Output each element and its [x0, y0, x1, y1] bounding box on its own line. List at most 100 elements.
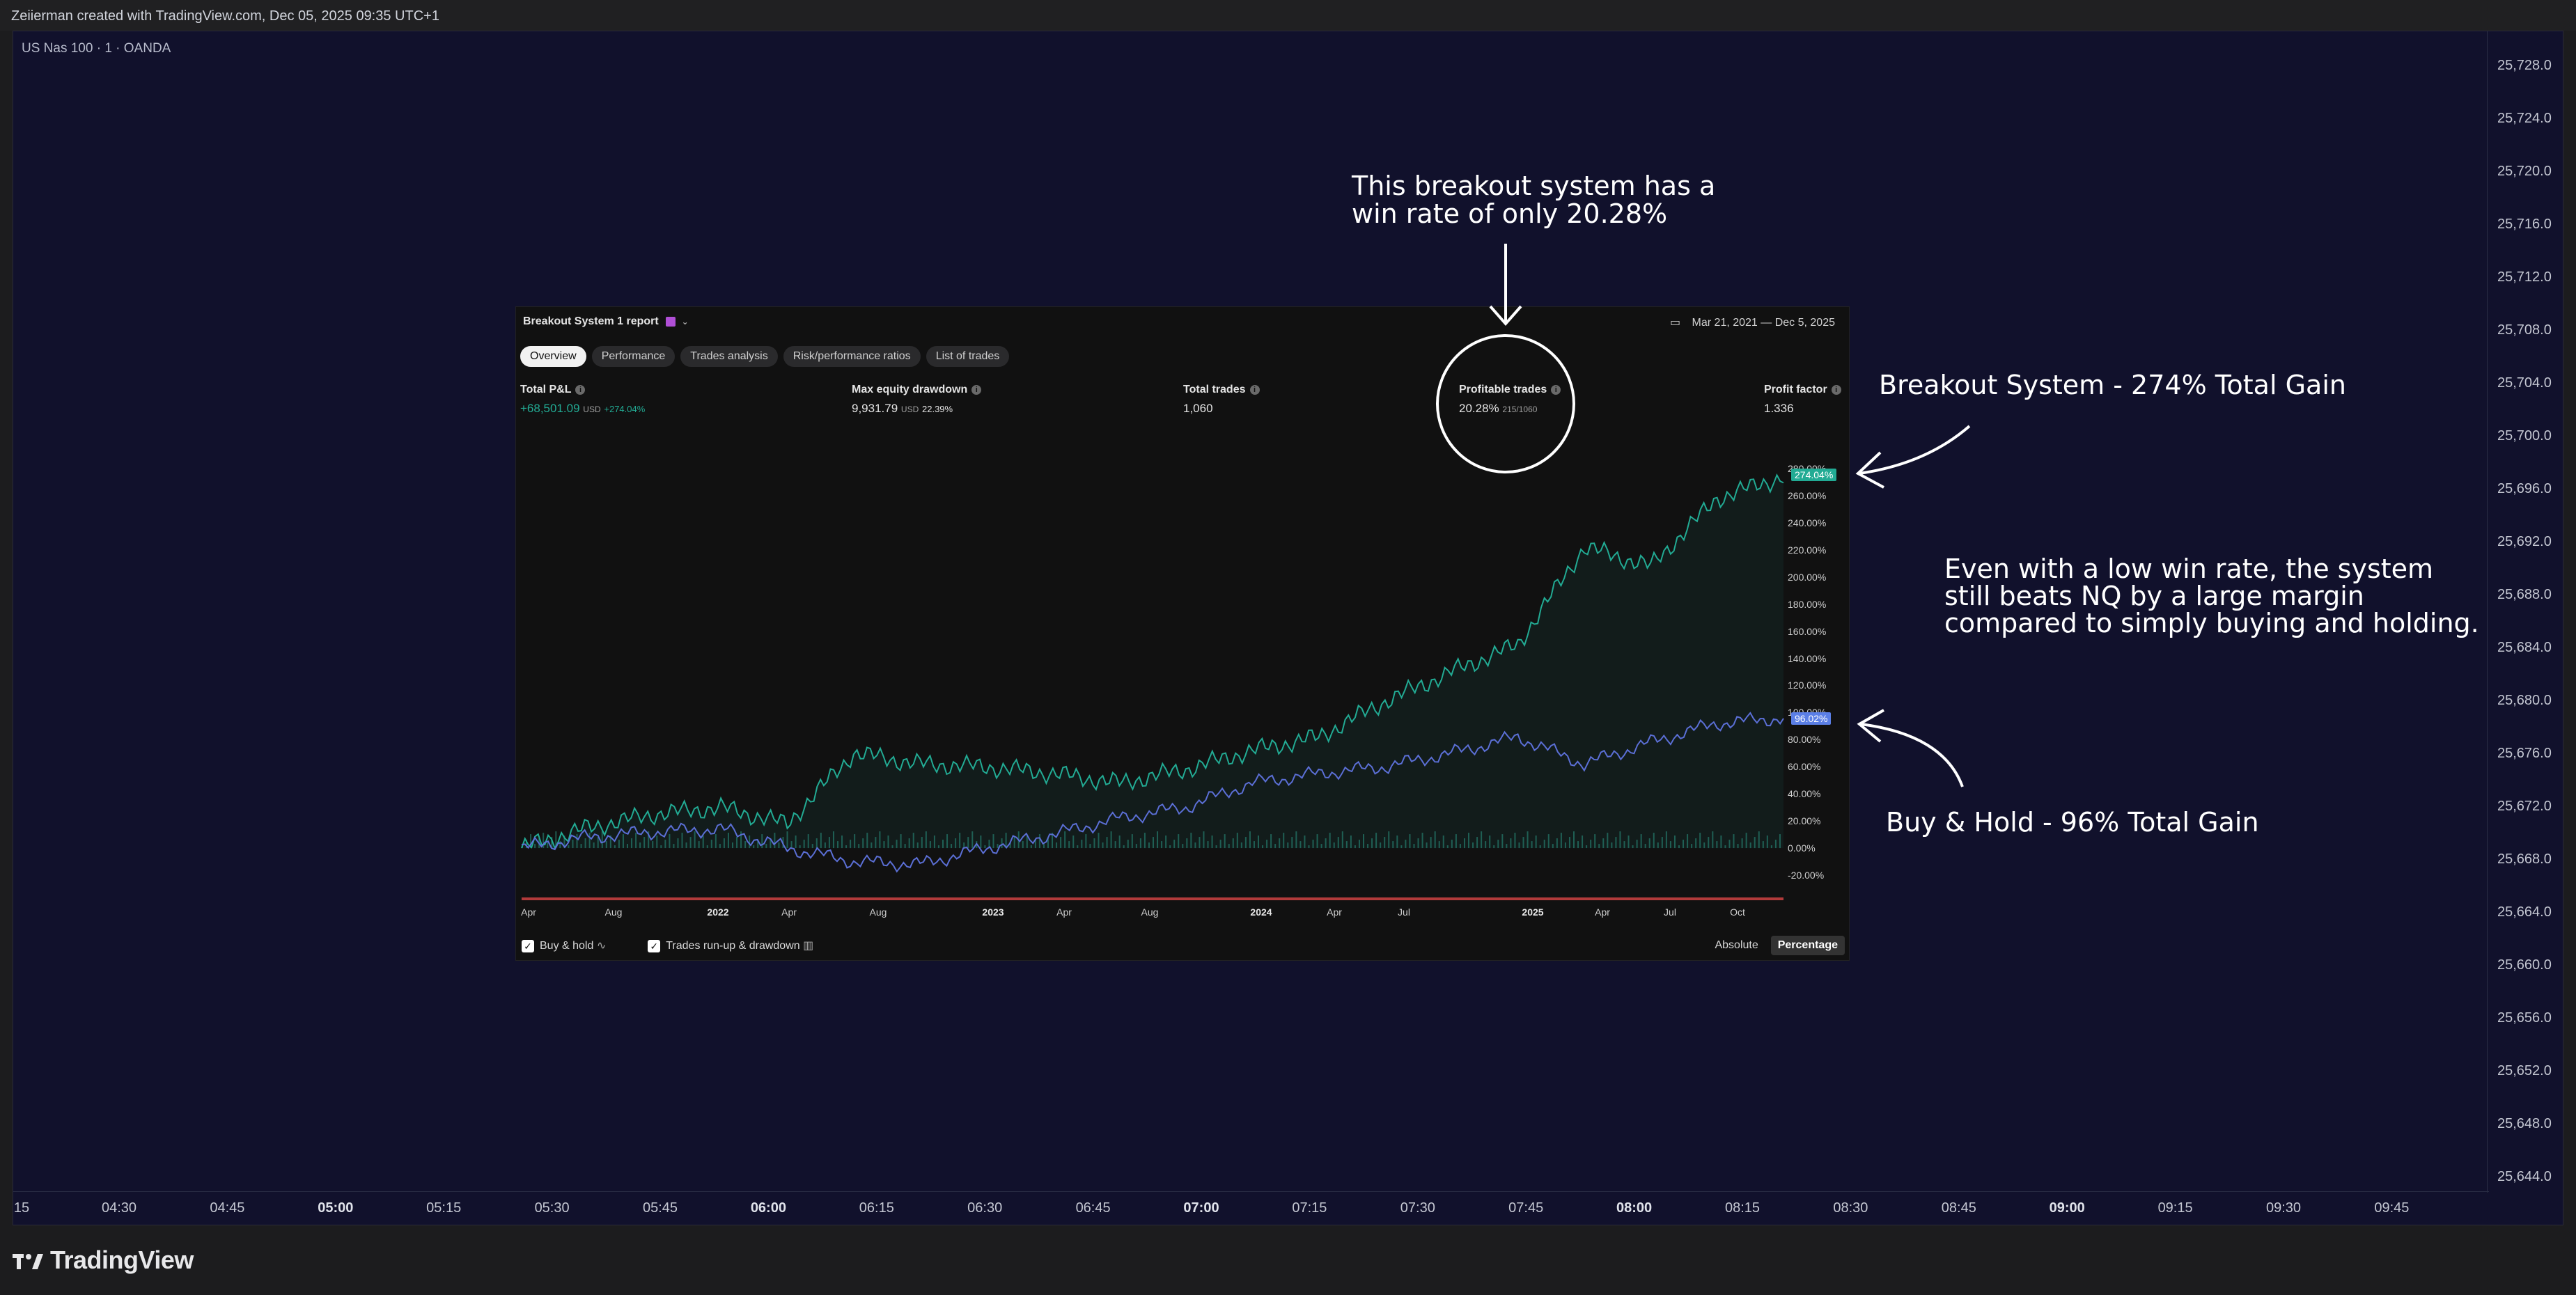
time-tick: 04:30 [101, 1200, 137, 1216]
date-tick: 2023 [982, 907, 1004, 918]
runup-bar [832, 831, 834, 849]
info-icon[interactable]: i [575, 384, 586, 395]
runup-bar [706, 845, 708, 849]
runup-bar [1358, 840, 1360, 849]
runup-bar [1022, 841, 1024, 849]
percent-tick: 80.00% [1788, 734, 1821, 746]
annotation-strategy: Breakout System - 274% Total Gain [1879, 370, 2346, 400]
runup-bar [1518, 842, 1520, 849]
runup-bar [1312, 840, 1314, 849]
chevron-down-icon[interactable]: ⌄ [681, 317, 689, 327]
stat-pct: 22.39% [922, 404, 953, 414]
runup-bar [837, 841, 838, 849]
runup-bar [732, 842, 733, 849]
info-icon[interactable]: i [971, 384, 982, 395]
runup-bar [1392, 841, 1394, 849]
info-icon[interactable]: i [1831, 384, 1841, 395]
date-range[interactable]: ▭ Mar 21, 2021 — Dec 5, 2025 [1670, 315, 1835, 329]
runup-bar [1770, 845, 1772, 849]
runup-bar [1510, 838, 1512, 849]
runup-bar [1244, 837, 1247, 849]
runup-bar [526, 840, 528, 849]
price-tick: 25,648.0 [2497, 1116, 2552, 1131]
runup-bar [547, 842, 549, 849]
runup-bar [916, 842, 919, 849]
runup-bar [1745, 833, 1747, 849]
runup-bar [912, 833, 914, 849]
tab-trades-analysis[interactable]: Trades analysis [680, 346, 778, 367]
runup-bar [1531, 841, 1533, 849]
runup-bar [1077, 845, 1079, 849]
runup-bar [1081, 840, 1083, 849]
runup-bar [1758, 831, 1760, 849]
tab-list-of-trades[interactable]: List of trades [926, 346, 1010, 367]
runup-bar [1098, 833, 1100, 849]
runup-bar [1186, 838, 1188, 849]
mode-percentage[interactable]: Percentage [1770, 936, 1845, 955]
runup-bar [1169, 845, 1171, 849]
runup-bar [1182, 844, 1184, 849]
mode-absolute[interactable]: Absolute [1715, 939, 1758, 951]
stat-total-pnl: Total P&L i +68,501.09 USD +274.04% [520, 384, 645, 416]
runup-bar [1409, 834, 1411, 849]
runup-toggle[interactable]: ✓ Trades run-up & drawdown ▥ [648, 939, 813, 952]
time-tick: 07:30 [1400, 1200, 1435, 1216]
time-tick: 08:45 [1941, 1200, 1976, 1216]
runup-bar [660, 845, 662, 849]
percent-tick: 260.00% [1788, 489, 1827, 501]
tab-risk-performance[interactable]: Risk/performance ratios [783, 346, 921, 367]
runup-bar [1026, 835, 1028, 849]
runup-bar [1564, 842, 1566, 849]
stat-value: 1.336 [1764, 402, 1794, 415]
runup-bar [1695, 838, 1697, 849]
time-tick: 09:45 [2374, 1200, 2410, 1216]
time-tick: 06:45 [1075, 1200, 1111, 1216]
stat-max-drawdown: Max equity drawdown i 9,931.79 USD 22.39% [852, 384, 982, 416]
time-tick: 07:45 [1508, 1200, 1544, 1216]
runup-bar [1190, 833, 1192, 849]
runup-bar [1552, 844, 1554, 849]
tab-performance[interactable]: Performance [591, 346, 676, 367]
buy-hold-line [521, 712, 1784, 873]
time-tick: 08:30 [1833, 1200, 1868, 1216]
percent-tick: 40.00% [1788, 788, 1821, 800]
brand-name: TradingView [50, 1246, 194, 1274]
report-title[interactable]: Breakout System 1 report ⌄ [523, 315, 689, 328]
runup-bar [1354, 845, 1356, 849]
equity-chart[interactable] [516, 307, 1850, 962]
price-axis[interactable]: 25,728.0 25,724.0 25,720.0 25,716.0 25,712.0… [2487, 31, 2563, 1193]
info-icon[interactable]: i [1249, 384, 1260, 395]
time-axis[interactable]: 15 04:30 04:45 05:00 05:15 05:30 05:45 06:00 06:… [13, 1191, 2489, 1225]
percent-tick: 160.00% [1788, 625, 1827, 637]
runup-bar [1602, 838, 1605, 849]
runup-bar [1266, 840, 1268, 849]
runup-bar [694, 831, 696, 849]
runup-bar [1716, 841, 1718, 849]
runup-bar [891, 845, 893, 849]
date-tick: Oct [1730, 907, 1745, 918]
runup-bar [1173, 840, 1176, 849]
runup-bar [1446, 845, 1449, 849]
runup-bar [858, 844, 860, 849]
runup-bar [1165, 835, 1167, 849]
checkbox-checked-icon[interactable]: ✓ [648, 939, 661, 952]
info-icon[interactable]: i [1551, 384, 1561, 395]
runup-bar [631, 838, 633, 849]
buy-hold-toggle[interactable]: ✓ Buy & hold ∿ [522, 939, 606, 952]
runup-bar [542, 833, 545, 849]
annotation-buyhold: Buy & Hold - 96% Total Gain [1886, 807, 2259, 838]
runup-bar [1417, 838, 1419, 849]
checkbox-checked-icon[interactable]: ✓ [522, 939, 534, 952]
runup-bar [601, 831, 603, 849]
time-tick: 05:00 [318, 1200, 354, 1216]
tab-overview[interactable]: Overview [520, 346, 586, 367]
time-tick: 04:45 [210, 1200, 245, 1216]
runup-bar [1741, 838, 1743, 849]
runup-bar [740, 831, 742, 849]
runup-bar [1749, 842, 1751, 849]
runup-bar [1451, 840, 1453, 849]
runup-bar [677, 838, 679, 849]
runup-bar [1733, 834, 1735, 849]
runup-bar [1472, 842, 1474, 849]
runup-bar [563, 835, 565, 849]
